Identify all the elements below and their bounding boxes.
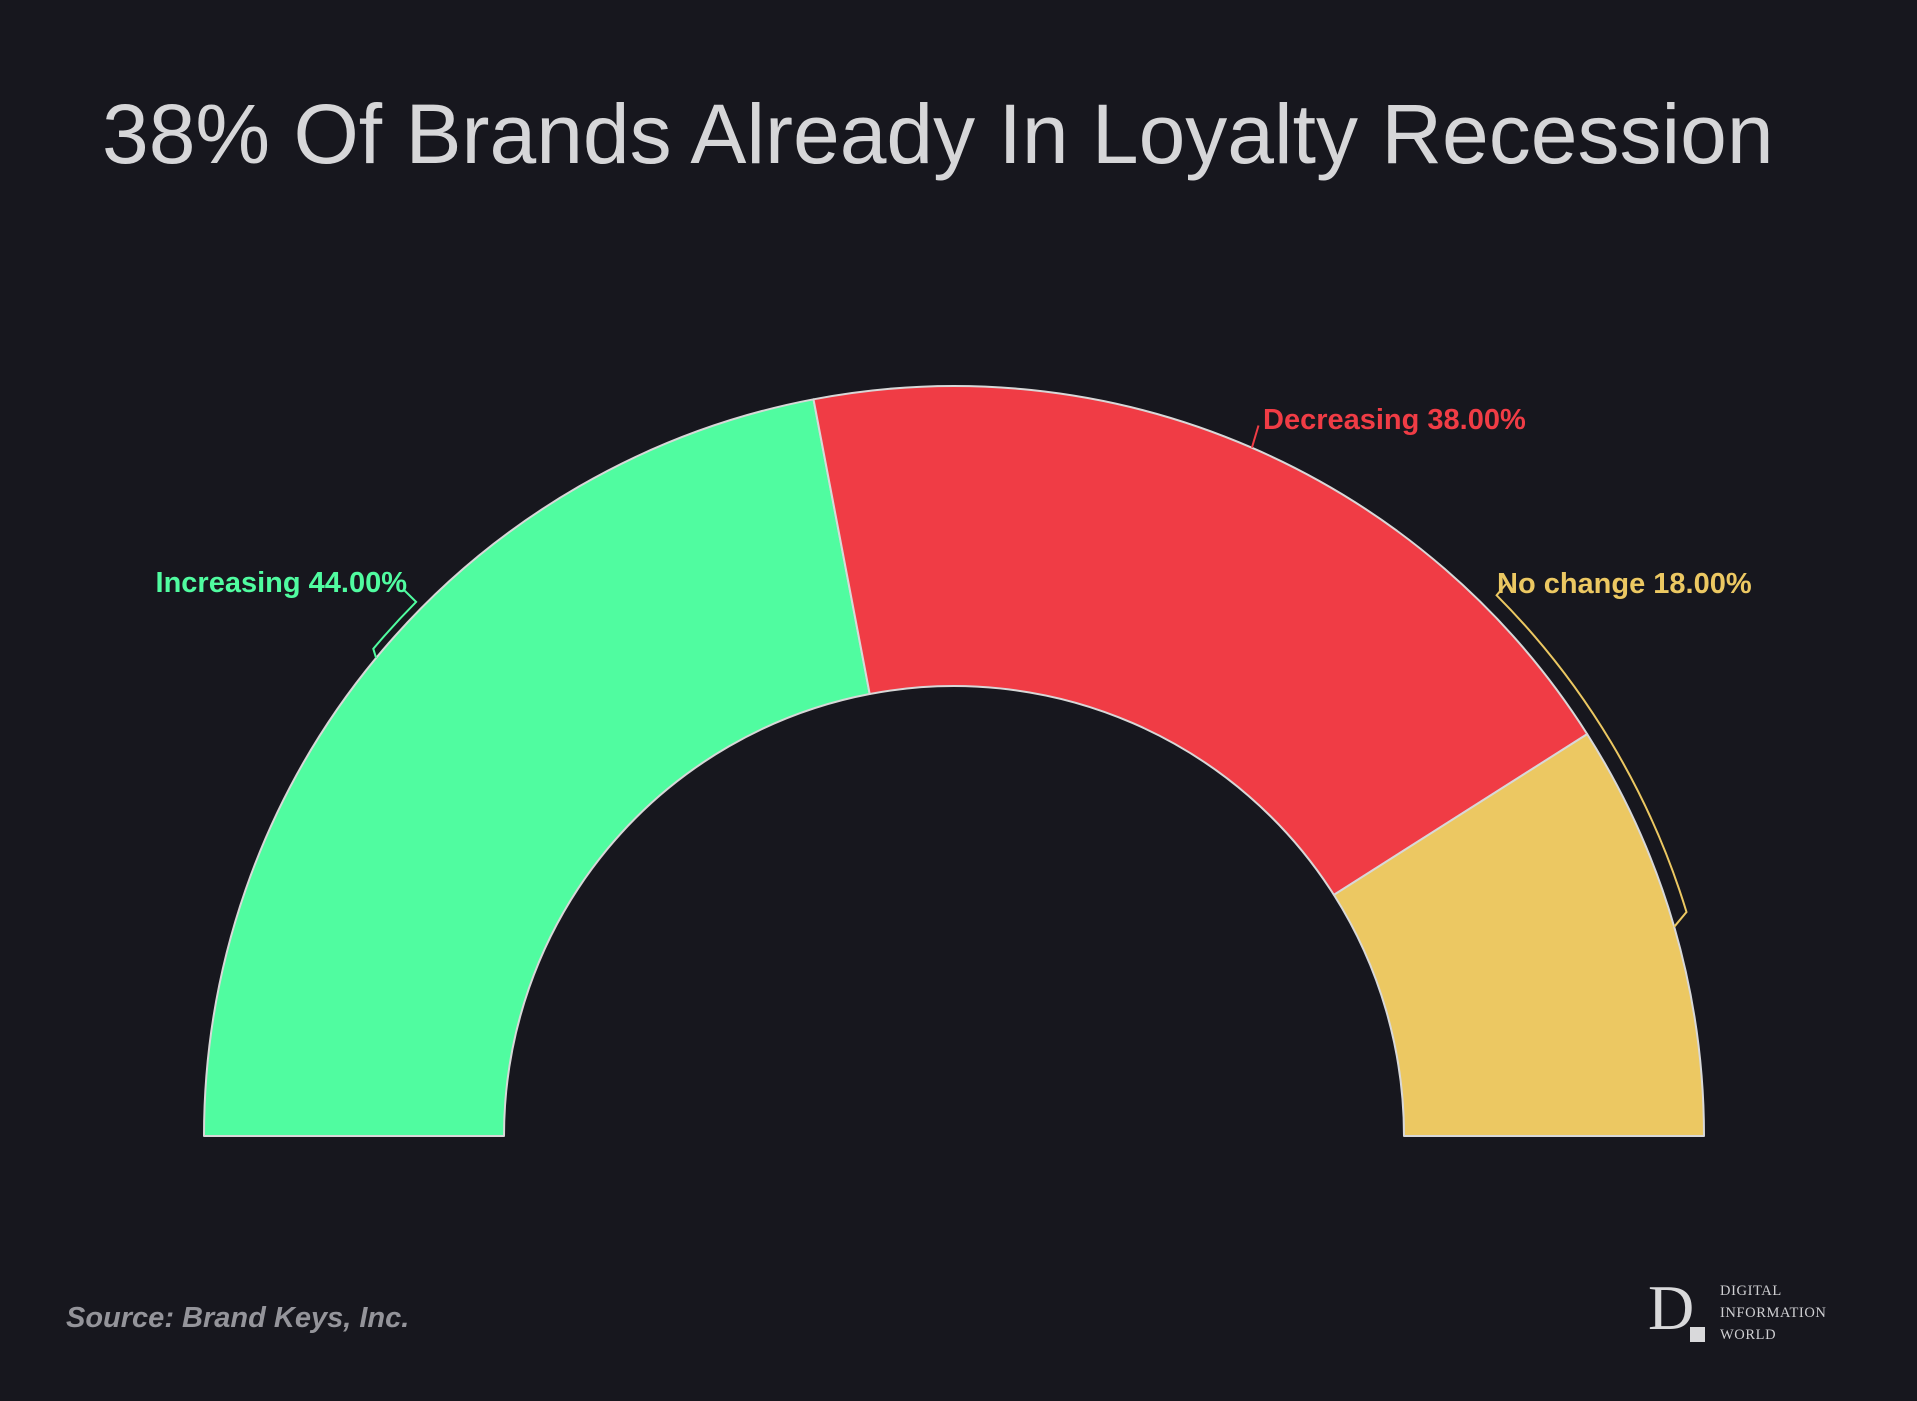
leader-no-change — [1495, 583, 1688, 928]
slice-increasing — [203, 398, 871, 1137]
logo-line-1: DIGITAL — [1720, 1283, 1782, 1299]
chart-title: 38% Of Brands Already In Loyalty Recessi… — [102, 87, 1774, 181]
gauge-slices — [203, 385, 1705, 1137]
source-note: Source: Brand Keys, Inc. — [66, 1302, 410, 1334]
brand-logo: D DIGITAL INFORMATION WORLD — [1648, 1276, 1827, 1350]
logo-line-2: INFORMATION — [1720, 1305, 1827, 1321]
leader-decreasing — [1250, 425, 1260, 448]
logo-square-icon — [1690, 1327, 1705, 1342]
leader-increasing — [372, 589, 418, 659]
logo-text: DIGITAL INFORMATION WORLD — [1720, 1278, 1827, 1346]
label-leader-lines — [372, 425, 1688, 928]
label-decreasing: Decreasing 38.00% — [1263, 404, 1526, 436]
label-increasing: Increasing 44.00% — [156, 567, 408, 599]
logo-mark: D — [1648, 1276, 1706, 1350]
slice-decreasing — [812, 385, 1589, 896]
logo-letter: D — [1648, 1272, 1695, 1343]
slice-no-change — [1332, 733, 1705, 1137]
label-no-change: No change 18.00% — [1497, 568, 1752, 600]
logo-line-3: WORLD — [1720, 1327, 1777, 1343]
